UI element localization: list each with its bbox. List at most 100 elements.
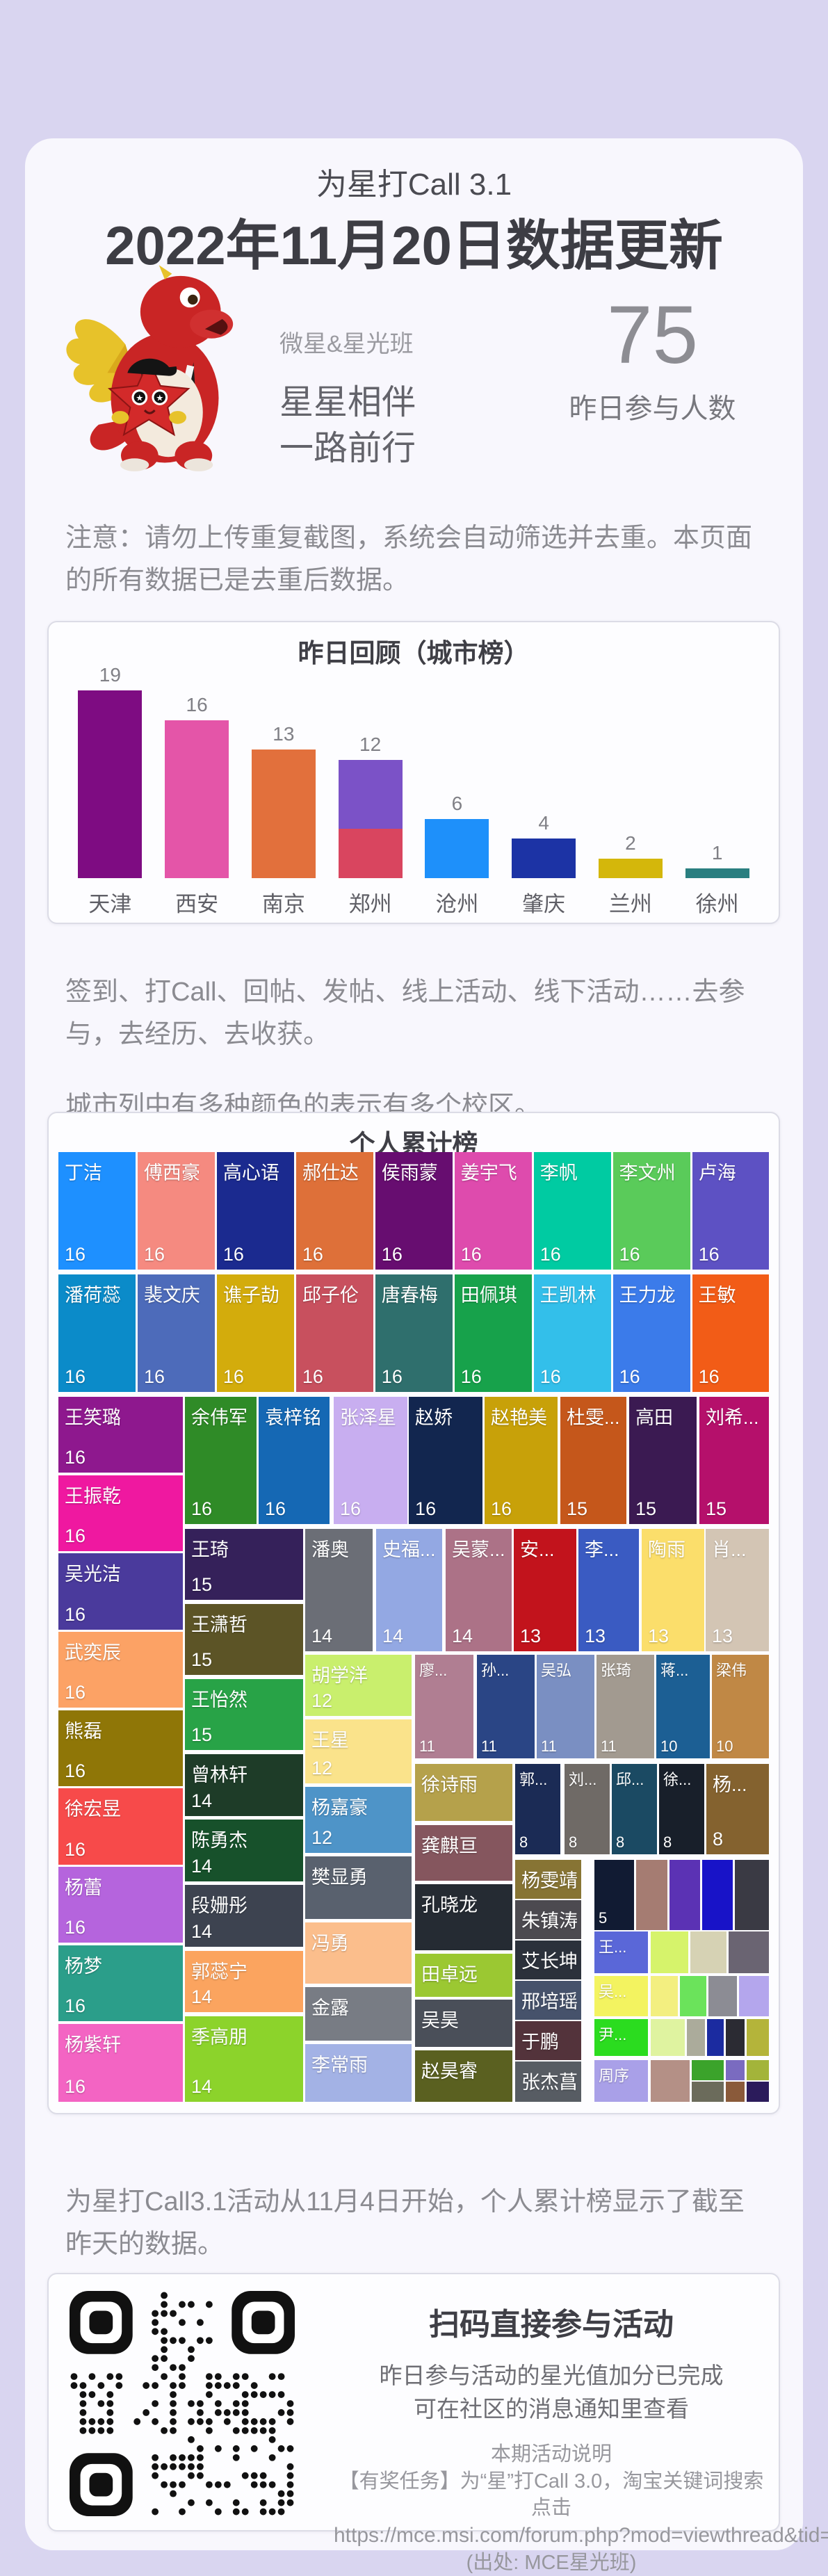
treemap-cell-王星: 王星 12 xyxy=(305,1719,412,1784)
bar-label: 沧州 xyxy=(435,892,479,916)
qr-code xyxy=(70,2291,295,2516)
treemap-cell xyxy=(708,1976,737,2017)
treemap-cell-邱子伦: 邱子伦 16 xyxy=(295,1274,373,1392)
treemap-cell-王潇哲: 王潇哲 15 xyxy=(185,1603,303,1676)
activity-url[interactable]: https://mce.msi.com/forum.php?mod=viewth… xyxy=(334,2524,828,2547)
treemap-cell-袁梓铭: 袁梓铭 16 xyxy=(258,1397,330,1525)
treemap-cell-王笑璐: 王笑璐 16 xyxy=(58,1397,183,1473)
bar-value: 13 xyxy=(273,723,295,745)
treemap-cell-王...: 王... xyxy=(594,1931,648,1974)
bar-南京: 13 南京 xyxy=(241,665,327,916)
treemap-cell xyxy=(692,2060,724,2080)
treemap-cell-吴昊: 吴昊 xyxy=(415,2000,513,2047)
treemap-cell-姜宇飞: 姜宇飞 16 xyxy=(454,1152,532,1270)
treemap-cell-吴弘: 吴弘 11 xyxy=(537,1655,594,1758)
mascot-image: ★ ★ xyxy=(57,258,273,473)
bar-label: 天津 xyxy=(88,892,132,916)
treemap-cell-李文州: 李文州 16 xyxy=(612,1152,690,1270)
treemap-cell xyxy=(738,1976,769,2017)
bar-value: 1 xyxy=(711,841,723,864)
treemap-cell xyxy=(726,2082,745,2102)
bar-value: 6 xyxy=(451,792,463,814)
dragon-mascot-icon: ★ ★ xyxy=(66,265,234,471)
bar-沧州: 6 沧州 xyxy=(414,665,501,916)
treemap-cell xyxy=(726,2060,745,2080)
treemap-cell-高心语: 高心语 16 xyxy=(216,1152,294,1270)
city-chart-card: 昨日回顾（城市榜） 19 天津 16 西安 13 南京 12 郑州 6 沧州 4 肇庆 2 兰州 1 徐州 xyxy=(47,621,780,924)
treemap-cell xyxy=(726,2019,745,2057)
org-name: 微星&星光班 xyxy=(279,331,414,357)
treemap-cell: 5 xyxy=(594,1859,634,1931)
bar-value: 2 xyxy=(625,832,636,854)
treemap-cell-杨嘉豪: 杨嘉豪 12 xyxy=(305,1787,412,1853)
treemap-cell xyxy=(746,2082,769,2102)
treemap-cell-赵昊睿: 赵昊睿 xyxy=(415,2050,513,2102)
bar-西安: 16 西安 xyxy=(154,665,241,916)
treemap-cell-曾林轩: 曾林轩 14 xyxy=(185,1753,303,1816)
bar-value: 16 xyxy=(186,693,208,715)
svg-text:★: ★ xyxy=(156,394,163,403)
bar-segment xyxy=(165,720,229,878)
treemap-cell-王怡然: 王怡然 15 xyxy=(185,1678,303,1751)
treemap-cell xyxy=(679,1976,706,2017)
treemap-cell-陈勇杰: 陈勇杰 14 xyxy=(185,1820,303,1881)
treemap-cell-王振乾: 王振乾 16 xyxy=(58,1475,183,1551)
treemap-cell-田卓远: 田卓远 xyxy=(415,1954,513,1997)
treemap-cell-尹...: 尹... xyxy=(594,2019,648,2057)
treemap-cell-徐宏昱: 徐宏昱 16 xyxy=(58,1788,183,1865)
treemap-cell-杨梦: 杨梦 16 xyxy=(58,1945,183,2022)
treemap-cell-张泽星: 张泽星 16 xyxy=(334,1397,407,1525)
bar-segment xyxy=(425,818,489,878)
qr-line-1: 昨日参与活动的星光值加分已完成 xyxy=(379,2363,724,2388)
treemap-cell-丁洁: 丁洁 16 xyxy=(58,1152,136,1270)
bar-label: 兰州 xyxy=(608,892,652,916)
bar-segment xyxy=(338,829,403,878)
personal-treemap: 丁洁 16 傅西豪 16 高心语 16 郝仕达 16 侯雨蒙 16 姜宇飞 16 李帆 16 李文州 16 卢海… xyxy=(58,1152,769,2102)
bar-郑州: 12 郑州 xyxy=(327,665,414,916)
treemap-cell-杜雯...: 杜雯... 15 xyxy=(560,1397,627,1525)
treemap-cell xyxy=(747,2019,769,2057)
activity-note-task: 【有奖任务】为“星”打Call 3.0，淘宝关键词搜索点击 xyxy=(339,2470,764,2520)
qr-card: 扫码直接参与活动 昨日参与活动的星光值加分已完成 可在社区的消息通知里查看 本期… xyxy=(47,2273,828,2574)
treemap-cell xyxy=(729,1931,769,1974)
chart-title: 昨日回顾（城市榜） xyxy=(298,639,530,667)
bar-segment xyxy=(598,858,663,878)
treemap-cell-侯雨蒙: 侯雨蒙 16 xyxy=(375,1152,453,1270)
activity-note-title: 本期活动说明 xyxy=(490,2443,612,2465)
treemap-cell-艾长坤: 艾长坤 xyxy=(515,1941,582,1980)
treemap-cell-王敏: 王敏 16 xyxy=(692,1274,769,1392)
treemap-cell-徐...: 徐... 8 xyxy=(658,1763,704,1854)
treemap-cell-段姗彤: 段姗彤 14 xyxy=(185,1885,303,1947)
page-title: 2022年11月20日数据更新 xyxy=(105,215,723,276)
treemap-cell-潘奥: 潘奥 14 xyxy=(305,1529,373,1651)
treemap-cell-胡学洋: 胡学洋 12 xyxy=(305,1655,412,1717)
slogan-line-1: 星星相伴 xyxy=(279,384,416,421)
dedup-notice: 注意：请勿上传重复截图，系统会自动筛选并去重。本页面的所有数据已是去重后数据。 xyxy=(65,524,753,595)
treemap-cell xyxy=(692,2082,724,2102)
qr-text-block: 扫码直接参与活动 昨日参与活动的星光值加分已完成 可在社区的消息通知里查看 本期… xyxy=(334,2274,828,2574)
treemap-cell-潘荷蕊: 潘荷蕊 16 xyxy=(58,1274,136,1392)
treemap-cell-裴文庆: 裴文庆 16 xyxy=(137,1274,215,1392)
treemap-cell-徐诗雨: 徐诗雨 xyxy=(415,1763,513,1821)
treemap-cell-郭...: 郭... 8 xyxy=(515,1763,561,1854)
treemap-cell xyxy=(690,1931,726,1974)
bar-segment xyxy=(251,750,316,878)
treemap-cell xyxy=(734,1859,769,1931)
bar-value: 4 xyxy=(538,812,549,834)
bar-segment xyxy=(685,868,749,878)
treemap-cell-王凯林: 王凯林 16 xyxy=(533,1274,611,1392)
bar-segment xyxy=(338,759,403,829)
slogan-line-2: 一路前行 xyxy=(279,430,416,468)
treemap-cell xyxy=(669,1859,700,1931)
bar-value: 19 xyxy=(99,664,121,686)
treemap-cell-杨蕾: 杨蕾 16 xyxy=(58,1867,183,1943)
treemap-cell-孔晓龙: 孔晓龙 xyxy=(415,1884,513,1950)
treemap-cell-张杰菖: 张杰菖 xyxy=(515,2061,582,2102)
treemap-cell-李...: 李... 13 xyxy=(578,1529,639,1651)
treemap-cell-唐春梅: 唐春梅 16 xyxy=(375,1274,453,1392)
participants-count: 75 xyxy=(606,289,699,381)
treemap-card: 个人累计榜 丁洁 16 傅西豪 16 高心语 16 郝仕达 16 侯雨蒙 16 姜宇飞 16 李帆 16 李… xyxy=(47,1112,780,2114)
treemap-cell-孙...: 孙... 11 xyxy=(476,1655,535,1758)
slogan: 星星相伴 一路前行 xyxy=(279,380,530,471)
